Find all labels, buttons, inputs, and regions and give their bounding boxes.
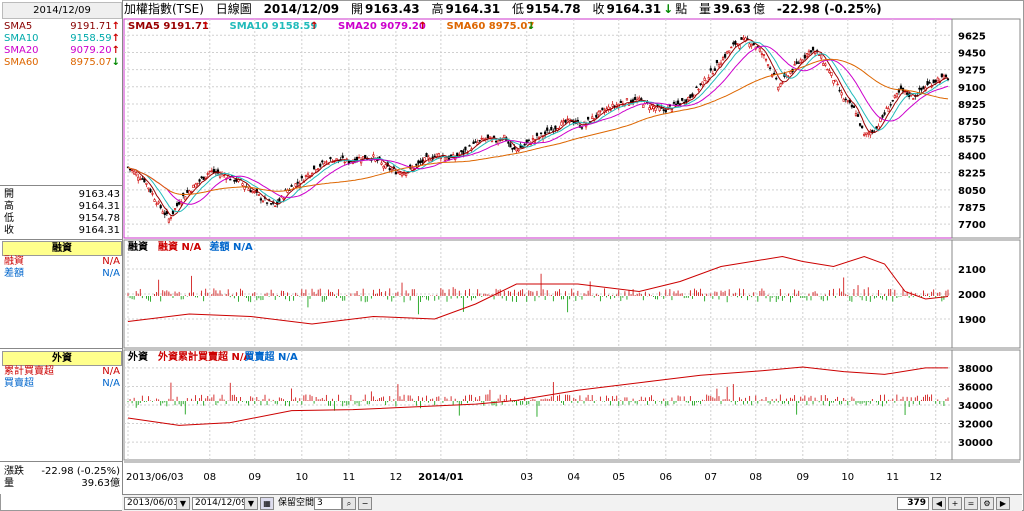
ohlc-row-value: 9163.43 <box>78 189 120 200</box>
ohlc-row-value: 9154.78 <box>78 213 120 224</box>
zoom-reset-icon[interactable]: = <box>964 497 978 510</box>
instrument-title: 加權指數(TSE) <box>124 2 204 16</box>
sma-row-label: SMA60 <box>4 57 39 68</box>
up-arrow-icon: ↑ <box>111 33 120 44</box>
volume-label: 量 <box>4 478 14 489</box>
start-date-field[interactable]: 2013/06/03 <box>124 497 179 510</box>
sidebar-date: 2014/12/09 <box>2 2 122 19</box>
sma-row: SMA5 9191.71↑ <box>4 21 120 32</box>
margin-row: 融資 N/A <box>4 256 120 267</box>
divider <box>0 461 122 462</box>
ohlc-row-value: 9164.31 <box>78 201 120 212</box>
reserve-space-input[interactable]: 3 <box>314 497 342 510</box>
info-sidebar: 2014/12/09 融資 外資 漲跌 -22.98 (-0.25%) 量 39… <box>0 0 123 494</box>
foreign-row-value: N/A <box>102 378 120 389</box>
down-arrow-icon: ↓ <box>663 2 674 16</box>
quote-bar: 加權指數(TSE) 日線圖 2014/12/09 開 9163.43 高 9164.… <box>124 0 1024 18</box>
open-label: 開 <box>350 2 363 16</box>
bottom-toolbar: 2013/06/03 ▼ 2014/12/09 ▼ ▦ 保留空間 3 ⌕ − 3… <box>122 494 1022 511</box>
zoom-out-icon[interactable]: − <box>358 497 372 510</box>
change-value: -22.98 (-0.25%) <box>776 2 882 16</box>
volume-value: 39.63億 <box>81 478 120 489</box>
ohlc-row: 收 9164.31 <box>4 225 120 236</box>
ohlc-row-label: 低 <box>4 213 14 224</box>
margin-row-label: 融資 <box>4 256 24 267</box>
margin-row: 差額 N/A <box>4 268 120 279</box>
sma-row: SMA10 9158.59↑ <box>4 33 120 44</box>
ohlc-row-label: 高 <box>4 201 14 212</box>
end-date-field[interactable]: 2014/12/09 <box>192 497 247 510</box>
change-value: -22.98 (-0.25%) <box>41 466 120 477</box>
period-label: 日線圖 <box>215 2 252 16</box>
sma-row-label: SMA5 <box>4 21 33 32</box>
record-count: 379 <box>897 497 929 510</box>
foreign-row-label: 累計買賣超 <box>4 366 54 377</box>
foreign-panel-title: 外資 <box>2 351 122 366</box>
down-arrow-icon: ↓ <box>111 57 120 68</box>
divider <box>0 185 122 186</box>
scroll-right-icon[interactable]: ▶ <box>996 497 1010 510</box>
divider <box>0 348 122 349</box>
change-row: 漲跌 -22.98 (-0.25%) <box>4 466 120 477</box>
divider <box>0 239 122 240</box>
volume-row: 量 39.63億 <box>4 478 120 489</box>
sma-row-value: 8975.07↓ <box>70 57 120 68</box>
search-icon[interactable]: ⌕ <box>342 497 356 510</box>
sma-row-value: 9158.59↑ <box>70 33 120 44</box>
settings-icon[interactable]: ⚙ <box>980 497 994 510</box>
volume-label: 量 <box>699 2 712 16</box>
foreign-row: 買賣超 N/A <box>4 378 120 389</box>
reserve-space-label: 保留空間 <box>278 498 315 508</box>
ohlc-row: 低 9154.78 <box>4 213 120 224</box>
high-label: 高 <box>431 2 444 16</box>
point-label: 點 <box>675 2 688 16</box>
margin-row-value: N/A <box>102 268 120 279</box>
up-arrow-icon: ↑ <box>111 21 120 32</box>
margin-row-value: N/A <box>102 256 120 267</box>
close-label: 收 <box>592 2 605 16</box>
ohlc-row-label: 開 <box>4 189 14 200</box>
ohlc-row: 高 9164.31 <box>4 201 120 212</box>
open-value: 9163.43 <box>364 2 420 16</box>
quote-date: 2014/12/09 <box>263 2 340 16</box>
margin-panel-title: 融資 <box>2 241 122 256</box>
zoom-in-icon[interactable]: + <box>948 497 962 510</box>
ohlc-row-value: 9164.31 <box>78 225 120 236</box>
ohlc-row: 開 9163.43 <box>4 189 120 200</box>
ohlc-row-label: 收 <box>4 225 14 236</box>
start-date-dropdown-icon[interactable]: ▼ <box>176 497 190 510</box>
sma-row-value: 9191.71↑ <box>70 21 120 32</box>
sma-row: SMA60 8975.07↓ <box>4 57 120 68</box>
sma-row-label: SMA10 <box>4 33 39 44</box>
scroll-left-icon[interactable]: ◀ <box>932 497 946 510</box>
foreign-row-label: 買賣超 <box>4 378 34 389</box>
change-label: 漲跌 <box>4 466 24 477</box>
margin-row-label: 差額 <box>4 268 24 279</box>
volume-value: 39.63 <box>713 2 752 16</box>
volume-unit: 億 <box>753 2 766 16</box>
low-label: 低 <box>511 2 524 16</box>
sma-row: SMA20 9079.20↑ <box>4 45 120 56</box>
sma-row-label: SMA20 <box>4 45 39 56</box>
close-value: 9164.31 <box>606 2 662 16</box>
high-value: 9164.31 <box>445 2 501 16</box>
low-value: 9154.78 <box>525 2 581 16</box>
foreign-row: 累計買賣超 N/A <box>4 366 120 377</box>
foreign-row-value: N/A <box>102 366 120 377</box>
up-arrow-icon: ↑ <box>111 45 120 56</box>
calendar-icon[interactable]: ▦ <box>260 497 274 510</box>
sma-row-value: 9079.20↑ <box>70 45 120 56</box>
end-date-dropdown-icon[interactable]: ▼ <box>244 497 258 510</box>
